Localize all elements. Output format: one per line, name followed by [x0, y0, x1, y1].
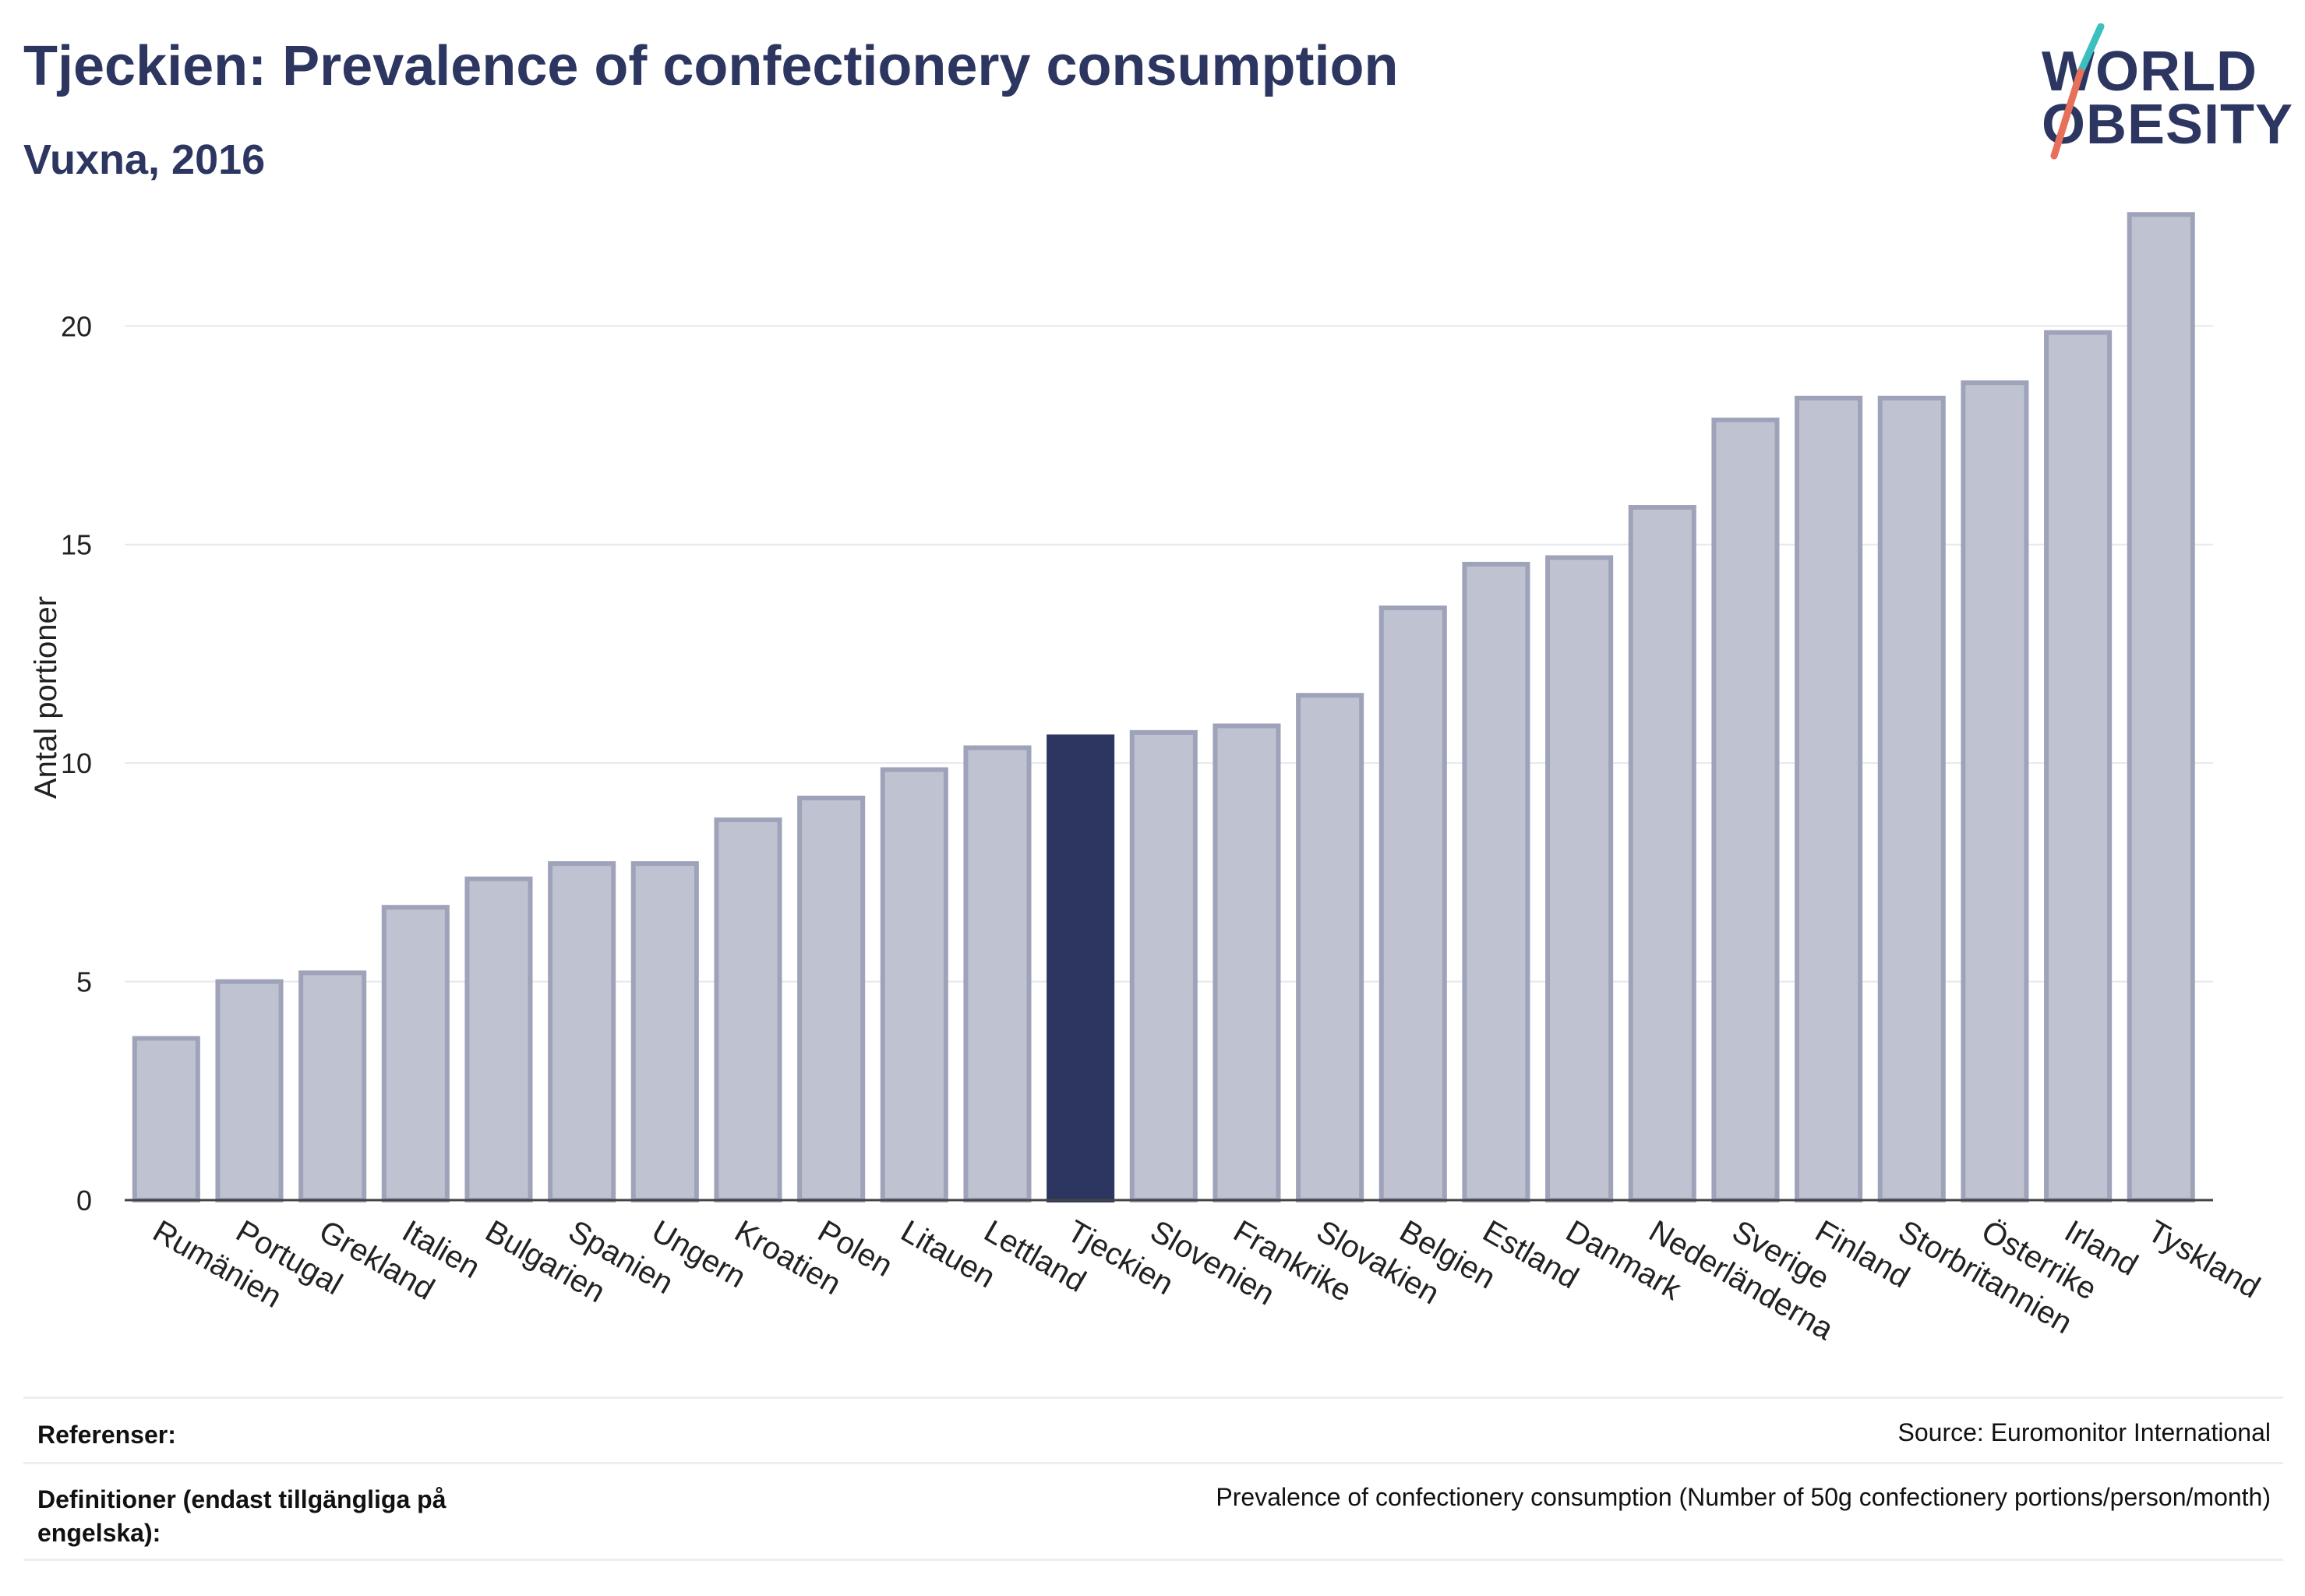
y-axis-label: Antal portioner — [29, 596, 63, 799]
bar-finland — [1795, 395, 1863, 1203]
logo-line-2: OBESITY — [2042, 94, 2294, 156]
bar-storbritannien — [1877, 395, 1946, 1203]
bar-lettland — [963, 745, 1032, 1202]
bars — [132, 212, 2195, 1203]
bar-polen — [797, 796, 866, 1202]
bar-spanien — [548, 861, 616, 1202]
bar-tjeckien — [1047, 734, 1115, 1202]
bar-bulgarien — [464, 876, 533, 1202]
bar-grekland — [298, 970, 367, 1202]
chart-title: Tjeckien: Prevalence of confectionery co… — [23, 35, 1399, 97]
bar-tyskland — [2127, 212, 2195, 1202]
chart-subtitle: Vuxna, 2016 — [23, 136, 266, 183]
references-value: Source: Euromonitor International — [1897, 1418, 2271, 1446]
bar-portugal — [215, 979, 284, 1202]
y-tick-label: 0 — [76, 1185, 92, 1216]
bar-belgien — [1378, 606, 1447, 1202]
bar-italien — [381, 905, 450, 1203]
bar-ungern — [630, 861, 699, 1202]
world-obesity-logo: WORLD OBESITY — [2026, 23, 2294, 164]
bar-kroatien — [714, 817, 782, 1202]
bar-sverige — [1711, 417, 1780, 1202]
y-tick-label: 10 — [61, 747, 92, 779]
footer-divider — [23, 1396, 2283, 1399]
y-tick-label: 5 — [76, 966, 92, 998]
definitions-label: Definitioner (endast tillgängliga på eng… — [37, 1485, 447, 1548]
bar-chart: 05101520RumänienPortugalGreklandItalienB… — [29, 212, 2266, 1347]
x-tick-label: Litauen — [895, 1214, 1001, 1295]
footer-divider — [23, 1462, 2283, 1464]
bar-slovakien — [1296, 693, 1364, 1202]
definitions-value: Prevalence of confectionery consumption … — [1216, 1483, 2271, 1511]
logo-slash-icon — [2050, 23, 2105, 160]
bar-frankrike — [1213, 723, 1281, 1202]
bar-estland — [1462, 561, 1530, 1203]
y-tick-label: 15 — [61, 529, 92, 561]
bar-litauen — [880, 767, 948, 1202]
bar-danmark — [1545, 555, 1614, 1202]
bar-irland — [2044, 330, 2113, 1202]
bar-nederländerna — [1628, 505, 1696, 1202]
bar-rumänien — [132, 1036, 200, 1203]
bar-slovenien — [1129, 729, 1198, 1202]
footer-divider — [23, 1559, 2283, 1561]
references-label: Referenser: — [37, 1421, 176, 1449]
y-tick-label: 20 — [61, 310, 92, 342]
x-tick-label: Tyskland — [2142, 1214, 2266, 1305]
x-tick-label: Estland — [1477, 1214, 1584, 1296]
bar-österrike — [1961, 380, 2029, 1202]
